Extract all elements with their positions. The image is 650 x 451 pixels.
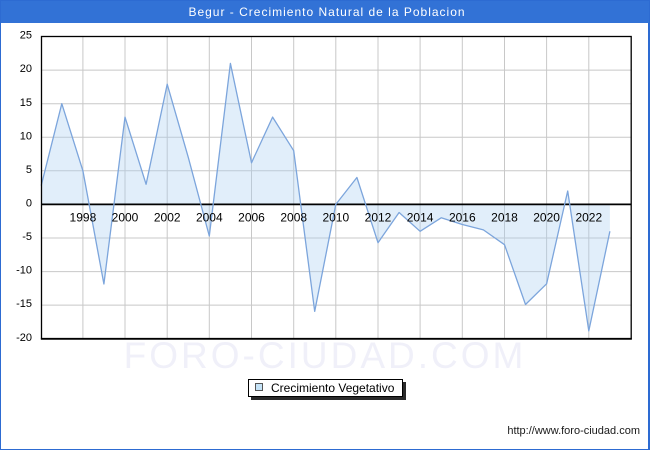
svg-text:2008: 2008 xyxy=(280,210,307,224)
svg-text:2010: 2010 xyxy=(322,210,349,224)
svg-text:5: 5 xyxy=(26,164,32,176)
svg-text:2020: 2020 xyxy=(533,210,560,224)
svg-text:20: 20 xyxy=(20,63,32,75)
svg-text:2014: 2014 xyxy=(407,210,434,224)
svg-text:-5: -5 xyxy=(22,231,32,243)
svg-text:2018: 2018 xyxy=(491,210,518,224)
svg-text:0: 0 xyxy=(26,198,32,210)
svg-text:2012: 2012 xyxy=(365,210,392,224)
svg-text:2016: 2016 xyxy=(449,210,476,224)
svg-text:15: 15 xyxy=(20,97,32,109)
svg-text:10: 10 xyxy=(20,130,32,142)
svg-text:1998: 1998 xyxy=(70,210,97,224)
svg-text:2006: 2006 xyxy=(238,210,265,224)
svg-text:-10: -10 xyxy=(16,265,32,277)
svg-text:2022: 2022 xyxy=(575,210,602,224)
svg-text:-20: -20 xyxy=(16,332,32,344)
svg-text:2004: 2004 xyxy=(196,210,223,224)
svg-text:-15: -15 xyxy=(16,298,32,310)
svg-text:2000: 2000 xyxy=(112,210,139,224)
svg-text:2002: 2002 xyxy=(154,210,181,224)
svg-text:25: 25 xyxy=(20,30,32,42)
